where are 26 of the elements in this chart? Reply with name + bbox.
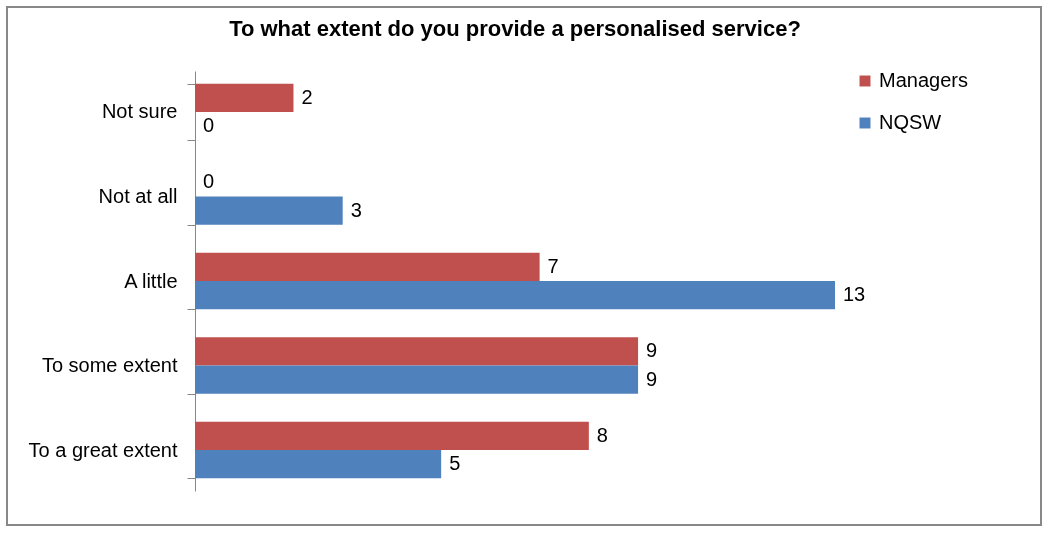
data-label: 3 (350, 198, 362, 221)
bar (195, 252, 540, 281)
legend-label: NQSW (879, 111, 942, 133)
bar (195, 421, 589, 451)
data-label: 9 (646, 367, 658, 390)
data-label: 7 (547, 254, 559, 277)
data-label: 9 (646, 339, 658, 362)
legend-label: Managers (879, 69, 968, 91)
y-tick-label: To a great extent (28, 438, 178, 461)
y-tick-label: A little (124, 269, 178, 292)
y-tick-label: To some extent (41, 354, 178, 377)
bar (195, 281, 835, 310)
bar (195, 337, 639, 366)
bar (195, 83, 294, 112)
bar (195, 196, 343, 225)
y-tick-label: Not at all (98, 184, 178, 207)
y-tick-label: Not sure (101, 100, 178, 123)
data-label: 0 (203, 114, 215, 137)
chart-title: To what extent do you provide a personalised service? (229, 16, 801, 41)
data-label: 5 (449, 452, 461, 475)
data-label: 2 (301, 85, 313, 108)
data-label: 0 (203, 170, 215, 193)
bar (195, 365, 639, 394)
data-label: 8 (596, 423, 608, 446)
data-label: 13 (843, 283, 866, 306)
bar (195, 450, 442, 479)
